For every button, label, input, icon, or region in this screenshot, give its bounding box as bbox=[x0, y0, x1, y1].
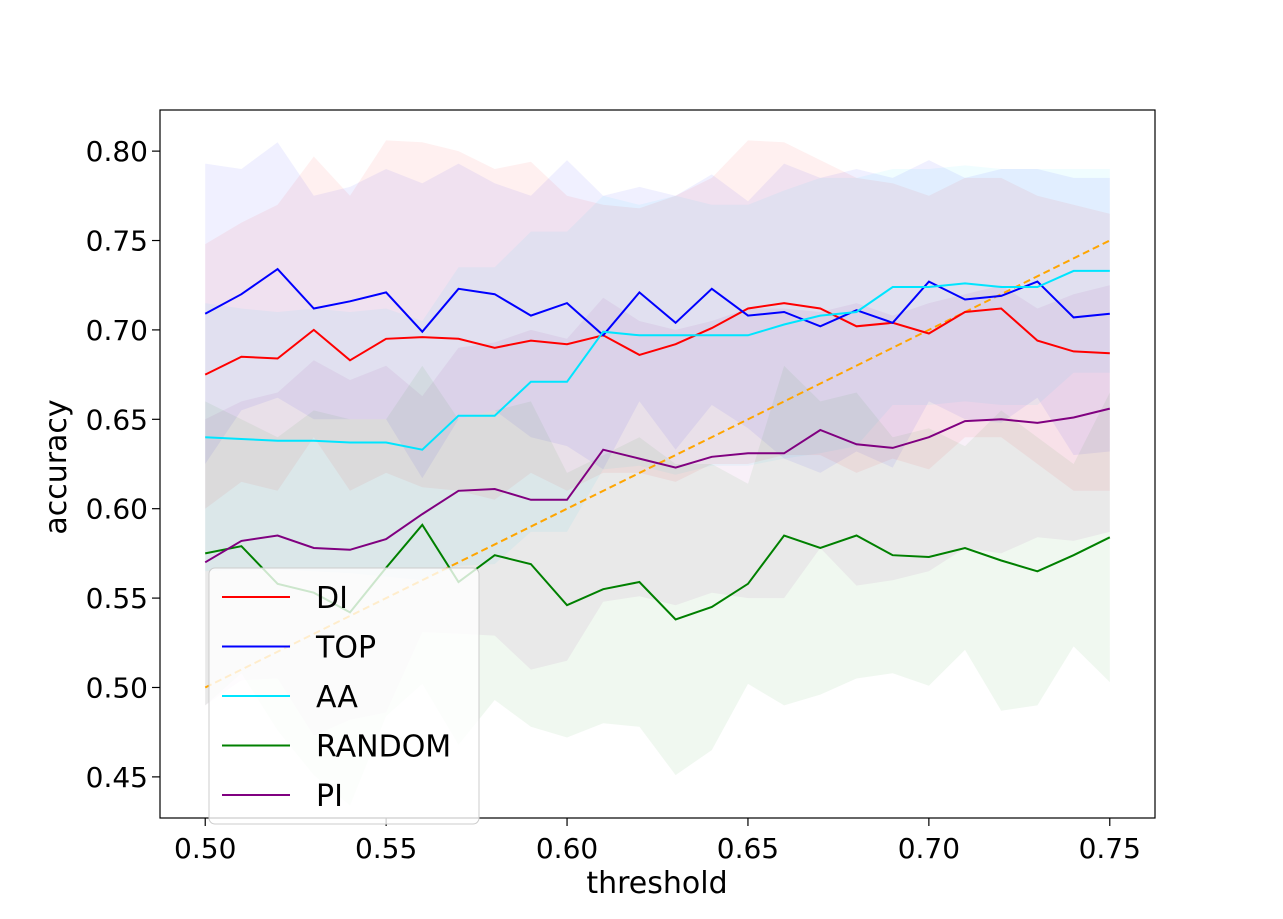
x-tick-label: 0.75 bbox=[1079, 832, 1141, 865]
plot-frame bbox=[159, 109, 1156, 819]
series-line-pi bbox=[204, 407, 1111, 564]
x-tick-label: 0.55 bbox=[355, 832, 417, 865]
y-axis-ticks: 0.45 0.50 0.55 0.60 0.65 0.70 0.75 0.80 bbox=[86, 135, 160, 794]
band-di bbox=[205, 140, 1110, 509]
band-top bbox=[205, 142, 1110, 479]
y-tick-label: 0.70 bbox=[86, 314, 148, 347]
legend-label-di: DI bbox=[316, 581, 348, 616]
series-line-top bbox=[204, 267, 1110, 337]
x-axis-label: threshold bbox=[586, 866, 727, 901]
x-tick-label: 0.70 bbox=[898, 832, 960, 865]
y-axis-label: accuracy bbox=[39, 399, 74, 534]
series-line-di bbox=[204, 302, 1110, 376]
legend-label-pi: PI bbox=[316, 779, 343, 814]
y-tick-label: 0.55 bbox=[86, 582, 148, 615]
legend: DI TOP AA RANDOM PI bbox=[208, 567, 480, 825]
x-tick-label: 0.50 bbox=[174, 832, 236, 865]
legend-label-top: TOP bbox=[315, 631, 376, 666]
y-tick-label: 0.75 bbox=[86, 225, 148, 258]
y-tick-label: 0.45 bbox=[86, 761, 148, 794]
y-tick-label: 0.65 bbox=[86, 403, 148, 436]
y-tick-label: 0.60 bbox=[86, 493, 148, 526]
legend-label-aa: AA bbox=[316, 680, 358, 715]
legend-label-random: RANDOM bbox=[316, 730, 451, 765]
band-aa bbox=[205, 165, 1110, 581]
y-tick-label: 0.80 bbox=[86, 135, 148, 168]
x-tick-label: 0.60 bbox=[536, 832, 598, 865]
series-line-aa bbox=[205, 269, 1110, 451]
x-tick-label: 0.65 bbox=[717, 832, 779, 865]
legend-box bbox=[208, 567, 480, 825]
y-tick-label: 0.50 bbox=[86, 671, 148, 704]
x-axis-ticks: 0.50 0.55 0.60 0.65 0.70 0.75 bbox=[174, 818, 1141, 865]
